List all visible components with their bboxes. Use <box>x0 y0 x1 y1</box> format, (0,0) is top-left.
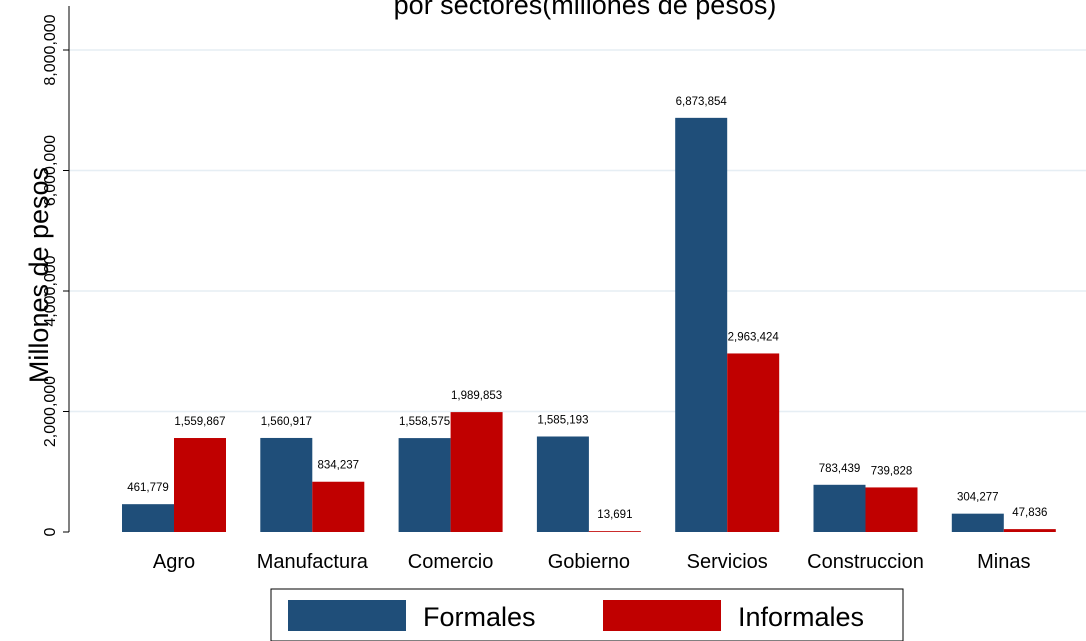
category-label: Agro <box>153 551 195 573</box>
y-tick-label: 4,000,000 <box>42 255 59 326</box>
data-label: 47,836 <box>1012 507 1047 519</box>
data-label: 1,989,853 <box>451 390 502 402</box>
data-label: 783,439 <box>819 463 861 475</box>
category-label: Manufactura <box>257 551 369 573</box>
y-axis-title: Millones de pesos <box>24 167 54 383</box>
data-label: 1,559,867 <box>174 416 225 428</box>
legend-label-formales: Formales <box>423 602 536 632</box>
data-label: 6,873,854 <box>676 96 728 108</box>
category-label: Comercio <box>408 551 494 573</box>
data-label: 461,779 <box>127 482 169 494</box>
gridlines <box>69 49 1086 413</box>
bar-informales-manufactura <box>312 481 365 532</box>
y-tick-label: 0 <box>42 527 59 536</box>
bar-formales-servicios <box>675 117 728 533</box>
category-label: Servicios <box>687 551 768 573</box>
category-label: Minas <box>977 551 1030 573</box>
bar-formales-comercio <box>398 438 451 532</box>
data-label: 739,828 <box>871 465 913 477</box>
legend-swatch-formales <box>288 600 406 631</box>
bar-formales-gobierno <box>536 436 589 532</box>
bars <box>122 117 1056 533</box>
bar-informales-agro <box>174 438 226 532</box>
data-label: 13,691 <box>597 509 632 521</box>
chart-title: por sectores(millones de pesos) <box>394 0 777 20</box>
bar-informales-gobierno <box>588 531 641 532</box>
bar-informales-comercio <box>450 412 503 532</box>
data-label: 834,237 <box>318 460 360 472</box>
category-label: Gobierno <box>548 551 630 573</box>
bar-formales-manufactura <box>260 437 313 532</box>
data-label: 1,560,917 <box>261 416 312 428</box>
bar-formales-minas <box>951 513 1004 532</box>
legend-label-informales: Informales <box>738 602 864 632</box>
data-label: 1,585,193 <box>537 414 588 426</box>
data-label: 2,963,424 <box>728 331 780 343</box>
bar-informales-servicios <box>727 353 780 532</box>
bar-formales-construccion <box>813 484 866 532</box>
data-label: 1,558,575 <box>399 416 450 428</box>
data-label: 304,277 <box>957 492 999 504</box>
legend: Formales Informales <box>270 588 904 641</box>
y-tick-label: 2,000,000 <box>42 376 59 447</box>
category-labels: Agro Manufactura Comercio Gobierno Servicios… <box>153 551 1031 573</box>
category-label: Construccion <box>807 551 924 573</box>
legend-swatch-informales <box>603 600 721 631</box>
data-labels: 461,779 1,559,867 1,560,917 834,237 1,558,57… <box>127 96 1047 521</box>
bar-informales-minas <box>1003 529 1056 532</box>
y-tick-label: 8,000,000 <box>42 14 59 85</box>
bar-formales-agro <box>122 504 174 532</box>
bar-informales-construccion <box>865 487 918 532</box>
y-ticks: 0 2,000,000 4,000,000 6,000,000 8,000,000 <box>42 14 69 536</box>
y-tick-label: 6,000,000 <box>42 135 59 206</box>
